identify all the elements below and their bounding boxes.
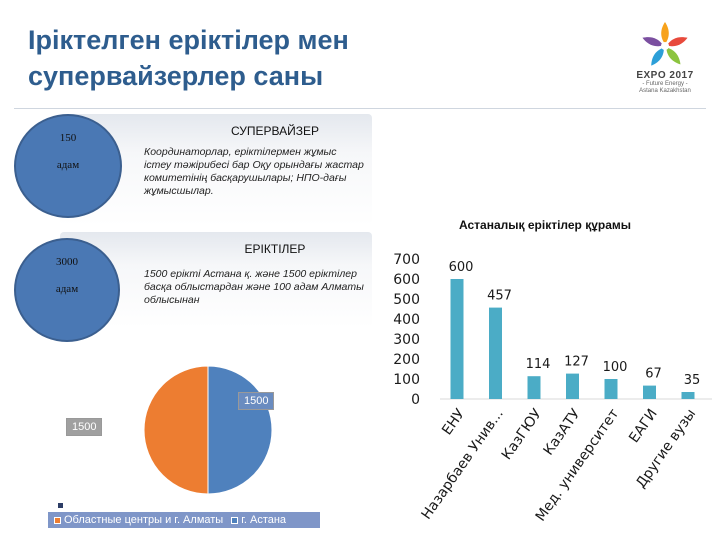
- legend-swatch-regions: [54, 516, 61, 524]
- pie-label-regions: 1500: [66, 418, 103, 436]
- bar-0: [450, 279, 464, 399]
- legend-item-regions: Областные центры и г. Алматы: [54, 514, 223, 526]
- supervisor-count-badge: 150 адам: [14, 114, 122, 218]
- bar-value-label: 100: [603, 360, 628, 375]
- y-tick-label: 100: [393, 372, 420, 388]
- bar-4: [604, 379, 618, 399]
- legend-swatch-astana: [231, 516, 239, 524]
- y-tick-label: 600: [393, 272, 420, 288]
- y-tick-label: 300: [393, 332, 420, 348]
- y-tick-label: 400: [393, 312, 420, 328]
- volunteers-heading: ЕРІКТІЛЕР: [244, 242, 306, 256]
- bar-2: [527, 376, 541, 399]
- logo-name: EXPO 2017: [636, 70, 694, 81]
- bar-value-label: 35: [684, 373, 701, 388]
- title-divider: [14, 108, 706, 109]
- bar-1: [489, 307, 502, 399]
- bar-value-label: 457: [487, 289, 512, 304]
- bar-value-label: 600: [449, 260, 474, 275]
- x-category-label: КазГЮУ: [499, 406, 546, 463]
- expo-logo-icon: [642, 22, 688, 66]
- bar-value-label: 67: [645, 367, 662, 382]
- pie-slice-0: [143, 365, 209, 495]
- bar-5: [643, 385, 656, 399]
- y-tick-label: 500: [393, 292, 420, 308]
- supervisor-count: 150: [59, 132, 77, 144]
- volunteers-description: 1500 ерікті Астана қ. және 1500 еріктіле…: [144, 268, 364, 306]
- legend-label-astana: г. Астана: [241, 514, 287, 526]
- volunteers-count: 3000: [55, 256, 78, 268]
- bar-value-label: 127: [564, 355, 589, 370]
- x-category-label: Назарбаев Унив...: [419, 406, 507, 522]
- x-category-label: ЕАГИ: [626, 406, 661, 446]
- logo-location: Astana Kazakhstan: [639, 88, 691, 94]
- volunteer-pie-chart: [143, 365, 273, 495]
- pie-slice-1: [207, 365, 273, 495]
- logo-subtitle: - Future Energy -: [642, 81, 688, 87]
- supervisor-description: Координаторлар, еріктілермен жұмыс істеу…: [144, 146, 364, 197]
- pie-legend: Областные центры и г. Алматы г. Астана: [48, 512, 320, 528]
- astana-volunteers-bar-chart: 0 100 200 300 400 500 600 700 600 ЕНУ 457 Назарбаев…: [393, 252, 712, 524]
- page-title: Іріктелген еріктілер мен супервайзерлер …: [28, 25, 349, 91]
- y-tick-label: 700: [393, 252, 420, 268]
- expo-logo-text: EXPO 2017 - Future Energy - Astana Kazak…: [620, 70, 710, 95]
- volunteers-unit: адам: [55, 283, 79, 295]
- bar-6: [681, 392, 695, 399]
- x-category-label: ЕНУ: [439, 406, 468, 438]
- supervisor-panel: СУПЕРВАЙЗЕР Координаторлар, еріктілермен…: [60, 114, 372, 226]
- bar-3: [566, 373, 579, 399]
- legend-label-regions: Областные центры и г. Алматы: [64, 514, 224, 526]
- bar-chart-title: Астаналық еріктілер құрамы: [458, 218, 632, 232]
- legend-item-astana: г. Астана: [231, 514, 286, 526]
- bar-value-label: 114: [526, 357, 551, 372]
- y-tick-label: 200: [393, 352, 420, 368]
- legend-marker: [58, 503, 63, 508]
- volunteers-count-badge: 3000 адам: [14, 238, 120, 342]
- supervisor-unit: адам: [56, 159, 80, 171]
- supervisor-heading: СУПЕРВАЙЗЕР: [230, 124, 319, 138]
- y-tick-label: 0: [411, 392, 420, 408]
- pie-label-astana: 1500: [238, 392, 275, 410]
